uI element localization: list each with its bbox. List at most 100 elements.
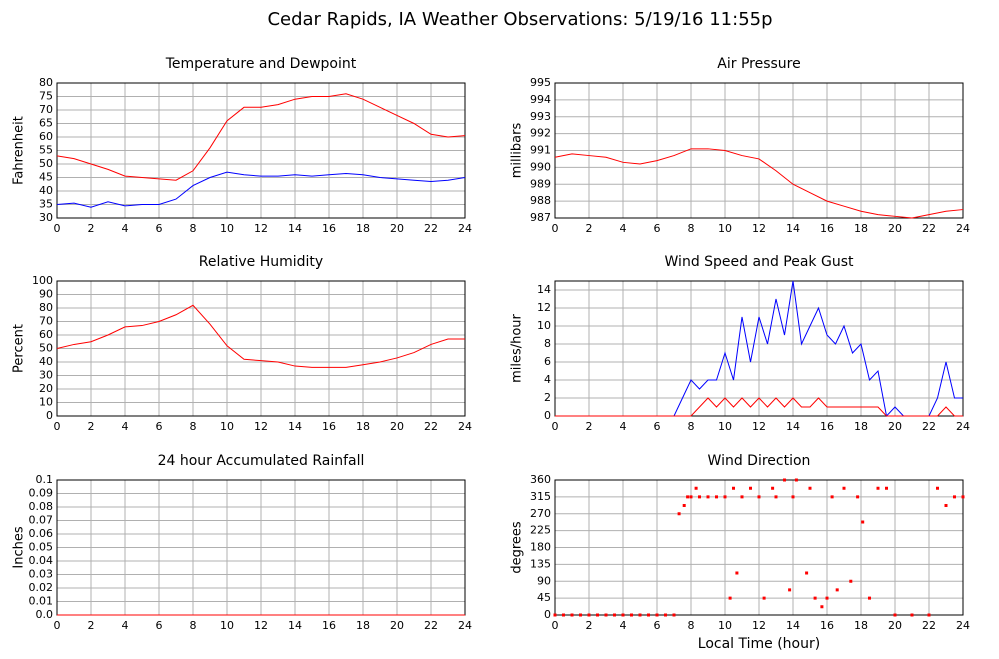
data-point <box>735 571 739 575</box>
x-tick-label: 24 <box>956 420 970 433</box>
x-tick-label: 20 <box>888 222 902 235</box>
y-tick-label: 0.09 <box>29 487 54 500</box>
x-tick-label: 14 <box>288 420 302 433</box>
x-tick-label: 6 <box>156 420 163 433</box>
x-tick-label: 10 <box>220 619 234 632</box>
data-point <box>596 613 599 617</box>
data-point <box>910 613 914 617</box>
x-tick-label: 0 <box>54 420 61 433</box>
x-tick-label: 6 <box>156 222 163 235</box>
x-tick-label: 12 <box>752 420 766 433</box>
y-tick-label: 225 <box>530 524 551 537</box>
y-tick-label: 40 <box>39 355 53 368</box>
data-point <box>706 495 710 499</box>
y-tick-label: 992 <box>530 127 551 140</box>
data-point <box>868 596 871 600</box>
data-point <box>682 504 686 507</box>
x-tick-label: 0 <box>54 222 61 235</box>
x-tick-label: 16 <box>820 420 834 433</box>
data-point <box>553 613 557 617</box>
data-point <box>664 613 667 617</box>
x-tick-label: 24 <box>458 222 472 235</box>
y-tick-label: 988 <box>530 194 551 207</box>
y-tick-label: 30 <box>39 369 53 382</box>
data-point <box>771 486 775 490</box>
x-tick-label: 18 <box>356 222 370 235</box>
x-tick-label: 2 <box>88 222 95 235</box>
data-point <box>774 495 778 499</box>
y-tick-label: 10 <box>39 396 53 409</box>
y-tick-label: 45 <box>39 171 53 184</box>
y-axis-label: degrees <box>510 521 525 574</box>
data-point <box>791 495 795 499</box>
x-tick-label: 16 <box>820 222 834 235</box>
x-tick-label: 6 <box>156 619 163 632</box>
x-tick-label: 4 <box>620 619 627 632</box>
data-line <box>555 397 963 417</box>
data-point <box>861 520 865 524</box>
data-point <box>694 486 698 490</box>
x-tick-label: 18 <box>356 420 370 433</box>
data-point <box>613 613 616 617</box>
data-point <box>885 486 888 490</box>
y-tick-label: 10 <box>537 319 551 332</box>
y-tick-label: 35 <box>39 198 53 211</box>
data-point <box>672 613 676 617</box>
data-point <box>783 478 786 482</box>
y-tick-label: 4 <box>544 373 551 386</box>
y-tick-label: 14 <box>537 283 551 296</box>
x-tick-label: 2 <box>88 619 95 632</box>
y-tick-label: 90 <box>537 574 551 587</box>
y-tick-label: 135 <box>530 557 551 570</box>
x-tick-label: 10 <box>220 222 234 235</box>
data-point <box>856 495 860 499</box>
y-tick-label: 2 <box>544 391 551 404</box>
data-point <box>686 495 690 499</box>
x-tick-label: 6 <box>654 420 661 433</box>
data-point <box>728 596 732 600</box>
chart-title: Air Pressure <box>717 56 800 72</box>
data-point <box>723 495 727 499</box>
y-tick-label: 8 <box>544 337 551 350</box>
data-point <box>893 613 897 617</box>
data-line <box>554 148 964 219</box>
x-tick-label: 24 <box>956 619 970 632</box>
x-tick-label: 10 <box>718 420 732 433</box>
y-tick-label: 30 <box>39 211 53 224</box>
data-point <box>927 613 931 617</box>
chart-title: Temperature and Dewpoint <box>165 56 357 72</box>
plot-frame <box>554 280 964 417</box>
x-tick-label: 22 <box>424 222 438 235</box>
y-tick-label: 990 <box>530 160 551 173</box>
x-tick-label: 4 <box>122 222 129 235</box>
x-tick-label: 14 <box>786 222 800 235</box>
y-tick-label: 0.05 <box>29 541 54 554</box>
y-axis-label: Fahrenheit <box>12 116 27 185</box>
y-tick-label: 50 <box>39 157 53 170</box>
x-tick-label: 8 <box>190 420 197 433</box>
y-axis-label: Percent <box>12 324 27 373</box>
x-tick-label: 6 <box>654 222 661 235</box>
x-tick-label: 12 <box>254 619 268 632</box>
x-tick-label: 4 <box>620 222 627 235</box>
data-point <box>749 486 752 490</box>
x-tick-label: 6 <box>654 619 661 632</box>
y-tick-label: 993 <box>530 110 551 123</box>
x-tick-label: 20 <box>888 420 902 433</box>
page-title: Cedar Rapids, IA Weather Observations: 5… <box>267 9 772 30</box>
y-axis-label: Inches <box>12 526 27 568</box>
y-tick-label: 6 <box>544 355 551 368</box>
data-point <box>579 613 582 617</box>
y-tick-label: 90 <box>39 288 53 301</box>
x-tick-label: 18 <box>854 222 868 235</box>
x-tick-label: 8 <box>688 222 695 235</box>
data-point <box>587 613 591 617</box>
x-tick-label: 4 <box>620 420 627 433</box>
data-point <box>842 486 846 490</box>
y-tick-label: 45 <box>537 591 551 604</box>
x-tick-label: 12 <box>254 222 268 235</box>
x-tick-label: 0 <box>552 619 559 632</box>
y-tick-label: 0.02 <box>29 581 54 594</box>
chart-title: Wind Direction <box>708 453 811 469</box>
